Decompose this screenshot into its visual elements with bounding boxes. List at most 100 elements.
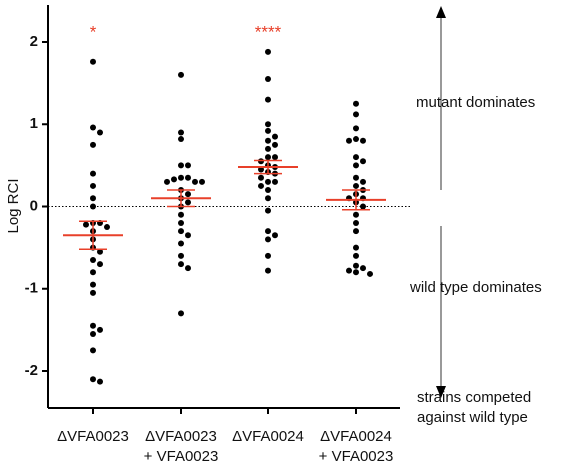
dot bbox=[346, 267, 352, 274]
y-tick-label: -2 bbox=[25, 362, 38, 379]
dot bbox=[265, 267, 271, 274]
dot bbox=[265, 76, 271, 83]
dot bbox=[185, 162, 191, 169]
dot bbox=[353, 136, 359, 143]
dot bbox=[185, 199, 191, 206]
dot bbox=[178, 310, 184, 317]
dot bbox=[97, 326, 103, 333]
dot bbox=[90, 195, 96, 202]
annotation: wild type dominates bbox=[409, 279, 542, 296]
dot bbox=[164, 178, 170, 185]
dot bbox=[90, 376, 96, 383]
dot bbox=[353, 252, 359, 259]
dot bbox=[265, 121, 271, 128]
dot bbox=[353, 174, 359, 181]
dot bbox=[353, 100, 359, 107]
dot bbox=[258, 158, 264, 165]
dot bbox=[353, 154, 359, 161]
dot bbox=[178, 211, 184, 218]
dot bbox=[185, 174, 191, 181]
dot bbox=[104, 224, 110, 231]
dot bbox=[178, 240, 184, 247]
dot bbox=[265, 48, 271, 55]
dot bbox=[272, 232, 278, 239]
dot bbox=[185, 232, 191, 239]
x-tick-label: ΔVFA0024 bbox=[320, 428, 392, 445]
dot bbox=[353, 262, 359, 269]
dot bbox=[353, 111, 359, 118]
dot bbox=[97, 261, 103, 268]
dot bbox=[353, 228, 359, 235]
dot bbox=[178, 136, 184, 143]
dot bbox=[90, 141, 96, 148]
dot bbox=[185, 265, 191, 272]
dot bbox=[353, 211, 359, 218]
dot bbox=[265, 137, 271, 144]
x-tick-label: ΔVFA0023 bbox=[145, 428, 217, 445]
y-tick-label: 1 bbox=[30, 115, 38, 132]
dot bbox=[90, 124, 96, 131]
dot bbox=[90, 170, 96, 177]
dot bbox=[265, 252, 271, 259]
dot bbox=[258, 174, 264, 181]
dot bbox=[265, 154, 271, 161]
dot bbox=[353, 182, 359, 189]
dot bbox=[272, 133, 278, 140]
dot bbox=[265, 228, 271, 235]
x-tick-label: ΔVFA0024 bbox=[232, 428, 304, 445]
arrow-head-up bbox=[436, 6, 446, 18]
y-tick-label: -1 bbox=[25, 280, 38, 297]
dot bbox=[265, 127, 271, 134]
significance: * bbox=[90, 22, 97, 41]
dot bbox=[90, 330, 96, 337]
dot bbox=[272, 178, 278, 185]
dot bbox=[90, 322, 96, 329]
dot bbox=[265, 145, 271, 152]
y-tick-label: 2 bbox=[30, 33, 38, 50]
dot bbox=[90, 58, 96, 65]
dot bbox=[83, 221, 89, 228]
annotation: strains competed bbox=[417, 389, 531, 406]
x-tick-label: + VFA0023 bbox=[144, 448, 219, 465]
dot bbox=[265, 207, 271, 214]
dot bbox=[178, 174, 184, 181]
dot bbox=[178, 71, 184, 78]
dot bbox=[90, 269, 96, 276]
dot bbox=[178, 252, 184, 259]
dot bbox=[360, 178, 366, 185]
dot bbox=[353, 162, 359, 169]
dot bbox=[185, 191, 191, 198]
dot bbox=[178, 261, 184, 268]
dot bbox=[199, 178, 205, 185]
dot bbox=[97, 129, 103, 136]
annotation: against wild type bbox=[417, 409, 528, 426]
dot bbox=[353, 269, 359, 276]
arrow-head-down bbox=[436, 386, 446, 398]
significance: **** bbox=[255, 22, 282, 41]
dot bbox=[265, 187, 271, 194]
annotation: mutant dominates bbox=[416, 94, 535, 111]
dot bbox=[178, 162, 184, 169]
dot bbox=[265, 195, 271, 202]
dot bbox=[90, 289, 96, 296]
dot bbox=[360, 137, 366, 144]
dot bbox=[178, 129, 184, 136]
dot bbox=[192, 178, 198, 185]
dot bbox=[353, 244, 359, 251]
dot bbox=[90, 203, 96, 210]
dot bbox=[265, 96, 271, 103]
dot bbox=[272, 154, 278, 161]
dot bbox=[258, 182, 264, 189]
dot bbox=[171, 176, 177, 183]
dot bbox=[178, 219, 184, 226]
dot bbox=[97, 378, 103, 385]
dot bbox=[97, 248, 103, 255]
dot bbox=[360, 203, 366, 210]
dot bbox=[265, 236, 271, 243]
y-tick-label: 0 bbox=[30, 197, 38, 214]
dot bbox=[90, 281, 96, 288]
dot bbox=[90, 256, 96, 263]
x-tick-label: + VFA0023 bbox=[319, 448, 394, 465]
dot bbox=[360, 265, 366, 272]
